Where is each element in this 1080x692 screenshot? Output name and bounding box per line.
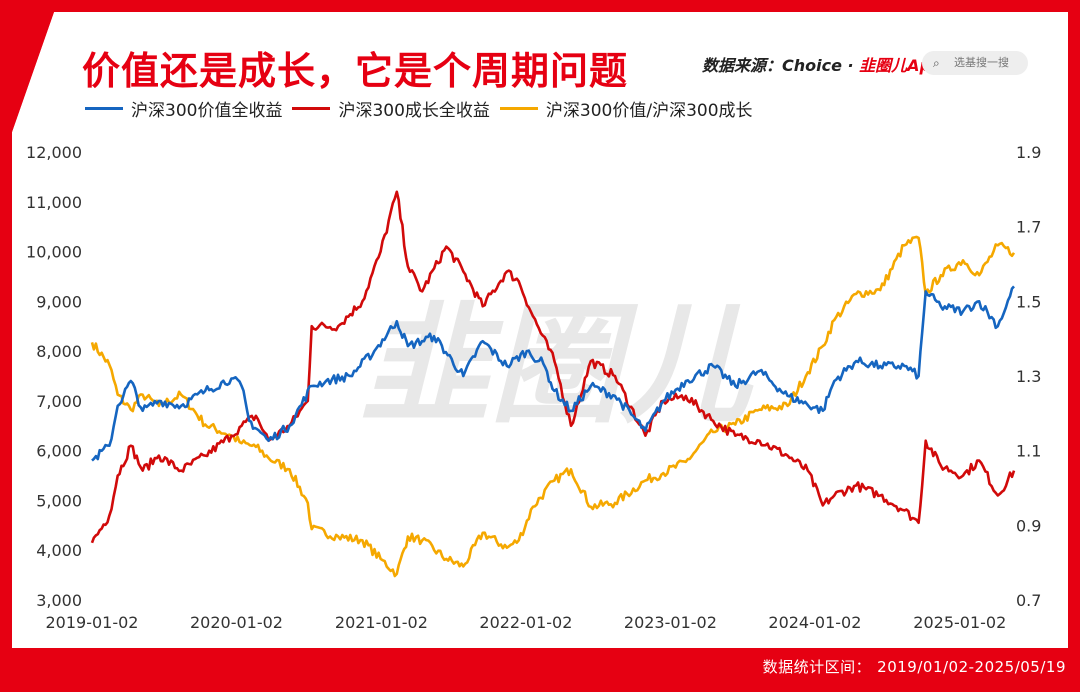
y-right-tick-label: 0.7 — [1016, 591, 1041, 610]
y-left-tick-label: 8,000 — [36, 342, 82, 361]
y-left-tick-label: 9,000 — [36, 292, 82, 311]
series-line-0 — [91, 285, 1015, 462]
y-left-tick-label: 10,000 — [26, 243, 82, 262]
x-tick-label: 2021-01-02 — [335, 613, 428, 632]
y-left-tick-label: 4,000 — [36, 541, 82, 560]
page-title: 价值还是成长，它是个周期问题 — [82, 49, 629, 93]
footer-label: 数据统计区间： — [762, 658, 872, 676]
legend-label: 沪深300成长全收益 — [338, 100, 490, 121]
legend-item-growth: 沪深300成长全收益 — [292, 96, 490, 121]
y-left-tick-label: 5,000 — [36, 491, 82, 510]
search-placeholder: 选基搜一搜 — [954, 56, 1009, 69]
y-right-tick-label: 1.5 — [1016, 292, 1041, 311]
y-right-tick-label: 0.9 — [1016, 516, 1041, 535]
legend-item-ratio: 沪深300价值/沪深300成长 — [499, 96, 753, 121]
y-right-tick-label: 1.1 — [1016, 442, 1041, 461]
y-left-tick-label: 3,000 — [36, 591, 82, 610]
series-line-2 — [90, 235, 1016, 578]
data-source: 数据来源：Choice · 韭圈儿App — [702, 52, 942, 76]
search-icon: ⌕ — [933, 56, 940, 70]
x-tick-label: 2024-01-02 — [768, 613, 861, 632]
y-left-tick-label: 6,000 — [36, 442, 82, 461]
y-right-tick-label: 1.9 — [1016, 143, 1041, 162]
y-left-tick-label: 7,000 — [36, 392, 82, 411]
y-left-tick-label: 11,000 — [26, 193, 82, 212]
brand-logo: 韭圈儿App — [859, 56, 943, 75]
footer-range: 2019/01/02-2025/05/19 — [877, 658, 1066, 676]
footer-date-range: 数据统计区间： 2019/01/02-2025/05/19 — [757, 656, 1066, 677]
legend-swatch — [292, 106, 331, 110]
legend-swatch — [85, 106, 123, 110]
x-tick-label: 2019-01-02 — [46, 613, 139, 632]
x-tick-label: 2025-01-02 — [913, 613, 1006, 632]
legend-label: 沪深300价值全收益 — [131, 100, 283, 121]
x-tick-label: 2023-01-02 — [624, 613, 717, 632]
chart-legend: 沪深300价值全收益 沪深300成长全收益 沪深300价值/沪深300成长 — [85, 96, 763, 121]
legend-swatch — [499, 106, 538, 110]
corner-decoration — [12, 12, 54, 132]
source-label: 数据来源：Choice · — [702, 56, 860, 75]
y-left-tick-label: 12,000 — [26, 143, 82, 162]
x-tick-label: 2020-01-02 — [190, 613, 283, 632]
y-right-tick-label: 1.7 — [1016, 218, 1041, 237]
legend-item-value: 沪深300价值全收益 — [85, 96, 282, 121]
legend-label: 沪深300价值/沪深300成长 — [545, 100, 753, 121]
search-box[interactable]: ⌕ 选基搜一搜 — [922, 51, 1028, 75]
x-tick-label: 2022-01-02 — [479, 613, 572, 632]
series-line-1 — [90, 190, 1016, 544]
y-right-tick-label: 1.3 — [1016, 367, 1041, 386]
watermark: 韭圈儿 — [360, 289, 754, 441]
